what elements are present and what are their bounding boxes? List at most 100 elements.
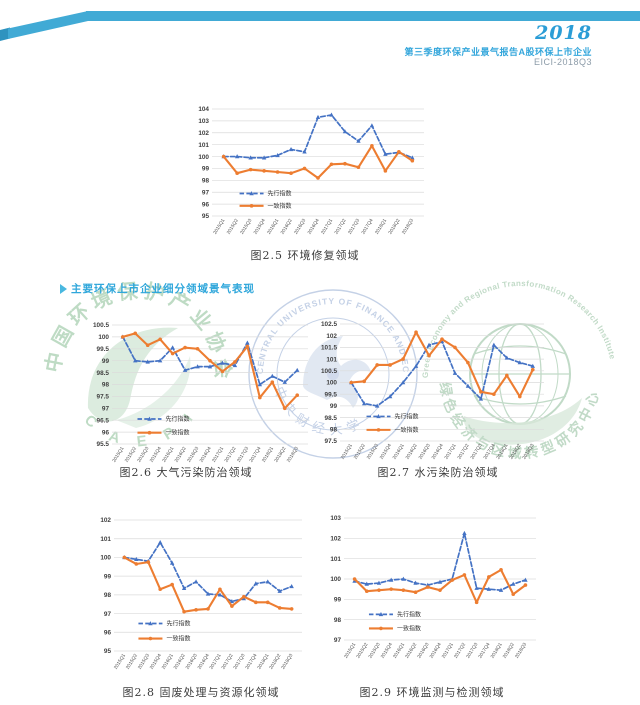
svg-text:2017Q1: 2017Q1 [444,443,458,461]
svg-text:2018Q1: 2018Q1 [495,443,509,461]
chart-air-pollution-control: 95.5 96 96.5 97 97.5 98 98.5 99 99.5 100 100.5 2015… [93,322,308,464]
svg-text:99: 99 [330,403,338,410]
svg-text:2018Q2: 2018Q2 [387,218,401,236]
svg-text:2015Q2: 2015Q2 [226,218,240,236]
svg-text:2015Q2: 2015Q2 [353,443,367,461]
svg-text:2018Q3: 2018Q3 [401,218,415,236]
svg-text:101: 101 [198,142,209,149]
svg-text:95: 95 [202,213,210,220]
leaf-icon [463,398,582,445]
svg-text:97: 97 [102,406,110,413]
svg-text:101.5: 101.5 [321,345,337,352]
leaf-icon [87,327,178,422]
svg-text:2018Q3: 2018Q3 [514,642,528,660]
svg-text:一致指数: 一致指数 [268,202,292,210]
svg-text:2018Q3: 2018Q3 [286,446,300,464]
svg-text:2017Q2: 2017Q2 [334,218,348,236]
report-code: EICI-2018Q3 [533,57,592,67]
svg-text:2016Q3: 2016Q3 [418,443,432,461]
svg-text:2016Q1: 2016Q1 [161,446,175,464]
svg-text:2015Q1: 2015Q1 [212,218,226,236]
svg-text:2015Q3: 2015Q3 [366,443,380,461]
section-bullet-icon [60,283,67,294]
report-year: 2018 [535,22,592,44]
svg-text:101: 101 [100,536,111,543]
svg-text:102: 102 [198,130,209,137]
svg-text:2017Q2: 2017Q2 [223,446,237,464]
svg-text:2015Q4: 2015Q4 [379,443,393,461]
svg-text:96.5: 96.5 [97,417,110,424]
svg-text:2015Q2: 2015Q2 [124,446,138,464]
chart-water-pollution-control: 97.5 98 98.5 99 99.5 100 100.5 101 101.5 102 102.5… [321,321,544,461]
svg-text:一致指数: 一致指数 [395,426,419,434]
svg-text:98: 98 [330,427,338,434]
svg-text:98: 98 [102,382,110,389]
svg-text:97.5: 97.5 [325,438,338,445]
svg-text:先行指数: 先行指数 [397,610,421,618]
svg-text:一致指数: 一致指数 [166,635,190,643]
svg-text:95.5: 95.5 [97,441,110,448]
svg-text:100: 100 [330,576,341,583]
svg-text:102: 102 [330,536,341,543]
svg-text:2018Q3: 2018Q3 [521,443,535,461]
svg-text:97: 97 [202,189,210,196]
svg-text:95: 95 [104,648,112,655]
chart-environmental-monitoring: 9798991001011021032015Q12015Q22015Q32015… [330,515,536,660]
svg-text:102.5: 102.5 [321,321,337,328]
svg-text:104: 104 [198,106,209,113]
svg-text:先行指数: 先行指数 [268,190,292,198]
svg-text:99: 99 [202,166,210,173]
svg-text:先行指数: 先行指数 [166,619,190,627]
svg-text:99: 99 [102,358,110,365]
svg-text:2018Q1: 2018Q1 [374,218,388,236]
svg-text:98: 98 [334,617,342,624]
svg-text:2017Q4: 2017Q4 [360,218,374,236]
svg-text:100.5: 100.5 [93,322,109,329]
svg-text:98: 98 [202,178,210,185]
svg-text:99.5: 99.5 [97,346,110,353]
svg-text:99.5: 99.5 [325,391,338,398]
svg-text:101: 101 [330,556,341,563]
svg-text:2016Q2: 2016Q2 [174,446,188,464]
svg-text:2016Q2: 2016Q2 [405,443,419,461]
watermark-university-seal: CENTRAL UNIVERSITY OF FINANCE AND ECONOM… [243,286,418,459]
header-ribbon [0,11,640,41]
svg-text:2017Q1: 2017Q1 [320,218,334,236]
svg-text:2015Q3: 2015Q3 [239,218,253,236]
figure-caption: 图2.9 环境监测与检测领域 [359,686,505,699]
figure-caption: 图2.8 固废处理与资源化领域 [122,686,280,699]
svg-text:2018Q2: 2018Q2 [508,443,522,461]
svg-text:2018Q3: 2018Q3 [280,653,294,671]
svg-text:2018Q1: 2018Q1 [261,446,275,464]
svg-text:2015Q1: 2015Q1 [111,446,125,464]
svg-text:98.5: 98.5 [97,370,110,377]
svg-text:100: 100 [100,555,111,562]
svg-text:2017Q3: 2017Q3 [469,443,483,461]
svg-text:101: 101 [326,356,337,363]
report-subtitle: 第三季度环保产业景气报告A股环保上市企业 [404,47,592,57]
svg-text:2017Q3: 2017Q3 [347,218,361,236]
svg-text:98.5: 98.5 [325,415,338,422]
svg-text:97.5: 97.5 [97,394,110,401]
svg-text:2016Q2: 2016Q2 [280,218,294,236]
svg-text:2016Q4: 2016Q4 [199,446,213,464]
svg-text:先行指数: 先行指数 [165,415,189,423]
svg-text:96: 96 [202,201,210,208]
figure-caption: 图2.6 大气污染防治领域 [119,466,253,479]
svg-text:一致指数: 一致指数 [165,429,189,437]
svg-text:2015Q1: 2015Q1 [340,443,354,461]
svg-text:97: 97 [104,611,112,618]
svg-text:2015Q4: 2015Q4 [149,446,163,464]
svg-text:2017Q4: 2017Q4 [248,446,262,464]
svg-text:2016Q1: 2016Q1 [266,218,280,236]
leaf-swoosh-icon [116,356,191,428]
svg-text:2016Q1: 2016Q1 [392,443,406,461]
figure-caption: 图2.7 水污染防治领域 [377,466,499,479]
svg-text:99: 99 [104,573,112,580]
svg-text:2016Q4: 2016Q4 [431,443,445,461]
svg-text:96: 96 [104,629,112,636]
svg-text:2016Q3: 2016Q3 [293,218,307,236]
svg-text:102: 102 [326,333,337,340]
svg-text:一致指数: 一致指数 [397,624,421,632]
